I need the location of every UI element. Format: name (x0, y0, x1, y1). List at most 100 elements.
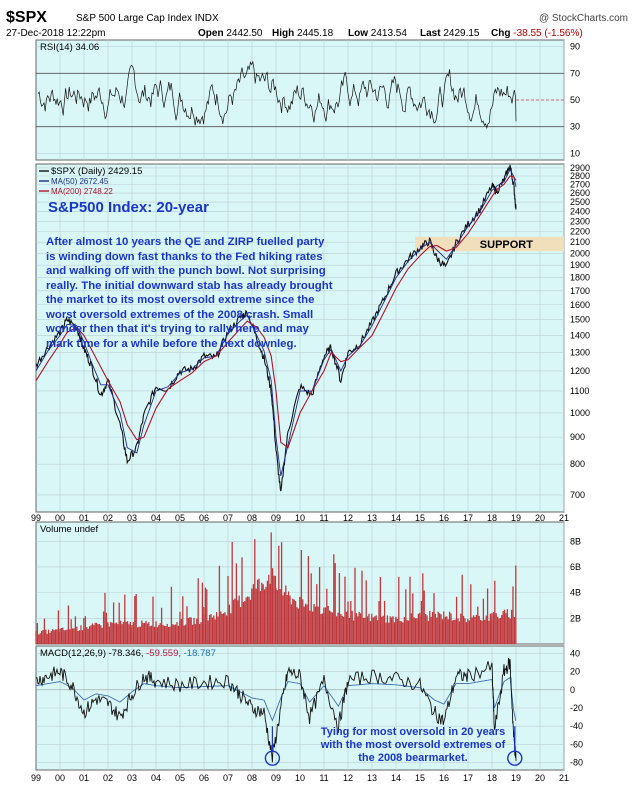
macd-signal-line (35, 676, 517, 722)
x-tick-label: 09 (271, 773, 281, 783)
price-tick-label: 800 (570, 459, 585, 469)
high-value: 2445.18 (297, 28, 334, 39)
last-value: 2429.15 (443, 28, 480, 39)
x-tick-label: 08 (247, 513, 257, 523)
last-label: Last (420, 28, 441, 39)
price-tick-label: 1800 (570, 273, 590, 283)
x-tick-label: 07 (223, 773, 233, 783)
x-tick-label: 01 (79, 773, 89, 783)
price-tick-label: 1500 (570, 315, 590, 325)
macd-legend-value: -78.346, (109, 648, 147, 659)
price-series-ma200 (35, 175, 517, 449)
x-tick-label: 08 (247, 773, 257, 783)
main-annotation: After almost 10 years the QE and ZIRP fu… (46, 235, 406, 351)
price-tick-label: 2400 (570, 206, 590, 216)
x-tick-label: 15 (415, 773, 425, 783)
volume-tick-label: 8B (570, 536, 581, 546)
price-tick-label: 2600 (570, 188, 590, 198)
open-quote: Open 2442.50 (198, 28, 263, 39)
x-tick-label: 04 (151, 773, 161, 783)
macd-title: MACD(12,26,9) -78.346, -59.559, -18.787 (40, 648, 216, 659)
change-label: Chg (491, 28, 511, 39)
annotation-line: After almost 10 years the QE and ZIRP fu… (46, 236, 325, 248)
x-tick-label: 04 (151, 513, 161, 523)
high-label: High (272, 28, 295, 39)
price-tick-label: 2500 (570, 197, 590, 207)
x-tick-label: 11 (319, 513, 328, 523)
macd-annotation: Tying for most oversold in 20 years with… (288, 726, 538, 765)
chart-header: $SPX S&P 500 Large Cap Index INDX @ Stoc… (0, 0, 636, 40)
x-tick-label: 16 (439, 773, 449, 783)
annotation-line: is winding down fast thanks to the Fed h… (46, 250, 323, 263)
x-tick-label: 18 (487, 773, 497, 783)
support-label: SUPPORT (480, 239, 533, 251)
annotation-line: Tying for most oversold in 20 years (320, 726, 506, 738)
x-tick-label: 18 (487, 513, 497, 523)
annotation-line: worst oversold extremes of the 2008 cras… (46, 308, 314, 321)
rsi-tick-label: 10 (570, 148, 580, 158)
annotation-line: and walking off with the punch bowl. Not… (46, 265, 326, 277)
price-tick-label: 2900 (570, 163, 590, 173)
price-tick-label: 1100 (570, 386, 589, 396)
x-tick-label: 13 (367, 513, 377, 523)
price-tick-label: 1600 (570, 300, 590, 310)
rsi-tick-label: 90 (570, 42, 580, 52)
price-tick-label: 900 (570, 432, 585, 442)
x-tick-label: 17 (463, 513, 473, 523)
x-tick-label: 10 (295, 773, 305, 783)
volume-tick-label: 6B (570, 562, 581, 572)
x-tick-label: 00 (55, 773, 65, 783)
price-tick-label: 2300 (570, 216, 590, 226)
macd-legend-value: -18.787 (184, 648, 216, 659)
legend-entry: $SPX (Daily) 2429.15 (51, 166, 142, 177)
x-tick-label: 99 (31, 773, 41, 783)
rsi-tick-label: 70 (570, 68, 580, 78)
volume-title: Volume undef (40, 524, 98, 535)
rsi-title: RSI(14) 34.06 (40, 42, 99, 53)
x-tick-label: 21 (559, 513, 569, 523)
x-tick-label: 11 (319, 773, 328, 783)
x-tick-label: 07 (223, 513, 233, 523)
x-tick-label: 20 (535, 513, 545, 523)
macd-tick-label: -20 (570, 703, 583, 713)
last-quote: Last 2429.15 (420, 28, 480, 39)
low-value: 2413.54 (370, 28, 407, 39)
x-tick-label: 02 (103, 773, 113, 783)
high-quote: High 2445.18 (272, 28, 333, 39)
symbol: $SPX (6, 9, 47, 26)
price-tick-label: 2700 (570, 179, 590, 189)
index-name: S&P 500 Large Cap Index INDX (76, 13, 219, 24)
macd-tick-label: 0 (570, 685, 575, 695)
annotation-line: the market to its most oversold extreme … (46, 294, 315, 306)
low-label: Low (348, 28, 368, 39)
x-tick-label: 03 (127, 513, 137, 523)
macd-tick-label: 40 (570, 648, 580, 658)
x-tick-label: 01 (79, 513, 89, 523)
macd-tick-label: 20 (570, 667, 580, 677)
x-tick-label: 12 (343, 513, 353, 523)
price-chart-title: S&P500 Index: 20-year (48, 199, 209, 216)
annotation-line: the 2008 bearmarket. (358, 752, 468, 764)
price-tick-label: 2800 (570, 171, 590, 181)
price-series-ma50 (35, 168, 517, 477)
x-tick-label: 00 (55, 513, 65, 523)
rsi-tick-label: 30 (570, 122, 580, 132)
annotation-line: wonder then that it's trying to rally he… (46, 323, 309, 335)
x-tick-label: 09 (271, 513, 281, 523)
index-full-name: S&P 500 Large Cap Index (76, 13, 193, 24)
x-tick-label: 99 (31, 513, 41, 523)
price-tick-label: 2200 (570, 226, 590, 236)
price-tick-label: 1300 (570, 348, 590, 358)
x-tick-label: 06 (199, 773, 209, 783)
macd-legend-value: -59.559, (146, 648, 184, 659)
x-tick-label: 02 (103, 513, 113, 523)
macd-tick-label: -60 (570, 739, 583, 749)
macd-legend-value: MACD(12,26,9) (40, 648, 109, 659)
x-tick-label: 15 (415, 513, 425, 523)
legend-entry: MA(50) 2672.45 (51, 177, 109, 186)
macd-tick-label: -80 (570, 758, 583, 768)
annotation-line: with the most oversold extremes of (320, 739, 506, 751)
price-tick-label: 1900 (570, 260, 590, 270)
x-tick-label: 05 (175, 773, 185, 783)
